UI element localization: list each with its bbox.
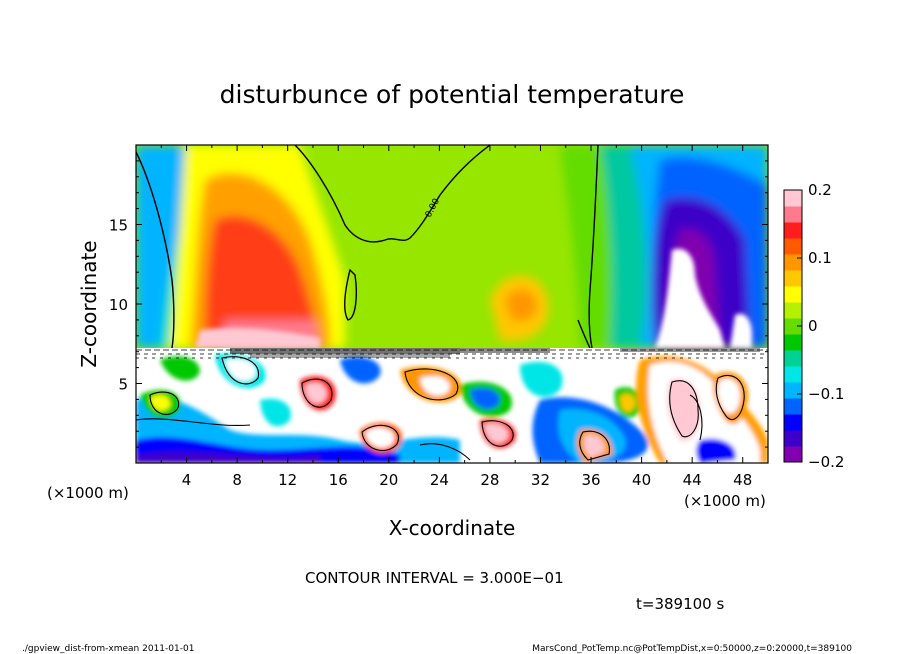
x-tick-label: 32: [531, 471, 550, 489]
x-tick-label: 48: [733, 471, 752, 489]
x-tick-label: 40: [632, 471, 651, 489]
colorbar-tick-label: 0.1: [808, 249, 832, 267]
colorbar-tick-label: 0: [808, 317, 818, 335]
colorbar-swatch: [784, 302, 802, 319]
x-tick-label: 20: [379, 471, 398, 489]
y-tick-label: 15: [109, 217, 128, 235]
footer-left: ./gpview_dist-from-xmean 2011-01-01: [22, 644, 194, 654]
x-unit-right: (×1000 m): [684, 492, 766, 510]
colorbar: 0.2 0.1 0 −0.1 −0.2: [783, 181, 844, 471]
x-tick-label: 12: [278, 471, 297, 489]
y-axis: 5 10 15: [109, 160, 768, 448]
y-tick-label: 5: [118, 376, 128, 394]
x-unit-left: (×1000 m): [47, 484, 129, 502]
x-tick-label: 44: [683, 471, 702, 489]
x-tick-label: 24: [430, 471, 449, 489]
colorbar-swatch: [784, 286, 802, 303]
colorbar-tick-label: 0.2: [808, 181, 832, 199]
time-text: t=389100 s: [636, 595, 724, 613]
colorbar-swatch: [784, 414, 802, 431]
y-tick-label: 10: [109, 296, 128, 314]
x-tick-label: 8: [232, 471, 242, 489]
x-tick-label: 16: [329, 471, 348, 489]
x-tick-label: 28: [480, 471, 499, 489]
colorbar-swatch: [784, 190, 802, 207]
x-axis-label: X-coordinate: [389, 516, 516, 540]
colorbar-swatch: [784, 398, 802, 415]
colorbar-tick-label: −0.1: [808, 385, 844, 403]
contour-interval-text: CONTOUR INTERVAL = 3.000E−01: [305, 569, 564, 587]
colorbar-swatch: [784, 238, 802, 255]
colorbar-tick-label: −0.2: [808, 453, 844, 471]
colorbar-swatch: [784, 350, 802, 367]
colorbar-swatch: [784, 222, 802, 239]
colorbar-swatch: [784, 366, 802, 383]
y-axis-label: Z-coordinate: [77, 240, 101, 367]
colorbar-swatch: [784, 334, 802, 351]
x-axis: 4 8 12 16 20 24 28 32 36 40 44 48: [160, 145, 752, 489]
footer-right: MarsCond_PotTemp.nc@PotTempDist,x=0:5000…: [532, 644, 852, 654]
colorbar-swatch: [784, 254, 802, 271]
chart-title: disturbunce of potential temperature: [220, 80, 685, 109]
colorbar-swatch: [784, 318, 802, 335]
colorbar-swatch: [784, 206, 802, 223]
colorbar-swatch: [784, 382, 802, 399]
x-tick-label: 4: [182, 471, 192, 489]
heatmap-field: [136, 145, 768, 463]
colorbar-swatch: [784, 430, 802, 447]
colorbar-swatch: [784, 446, 802, 463]
x-tick-label: 36: [581, 471, 600, 489]
colorbar-swatch: [784, 270, 802, 287]
